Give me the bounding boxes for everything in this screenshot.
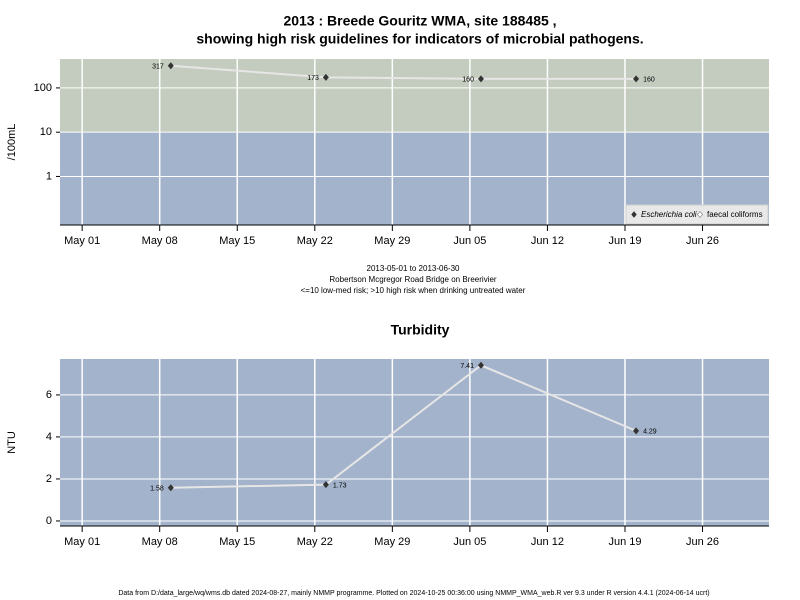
x-tick-label: Jun 05 xyxy=(453,536,486,548)
chart-title: showing high risk guidelines for indicat… xyxy=(196,31,643,47)
footer: Data from D:/data_large/wq/wms.db dated … xyxy=(118,590,709,597)
caption: Robertson Mcgregor Road Bridge on Breeri… xyxy=(329,275,497,284)
x-tick-label: May 29 xyxy=(374,235,410,247)
x-tick-label: May 01 xyxy=(64,235,100,247)
y-tick-label: 6 xyxy=(46,389,52,401)
data-label: 7.41 xyxy=(460,363,474,370)
x-tick-label: May 08 xyxy=(142,235,178,247)
x-tick-label: Jun 12 xyxy=(531,536,564,548)
data-label: 317 xyxy=(152,64,164,71)
data-label: 173 xyxy=(307,75,319,82)
x-tick-label: May 15 xyxy=(219,235,255,247)
data-label: 160 xyxy=(643,77,655,84)
data-label: 1.73 xyxy=(333,482,347,489)
x-tick-label: Jun 26 xyxy=(686,235,719,247)
caption: <=10 low-med risk; >10 high risk when dr… xyxy=(301,286,526,295)
high-risk-band xyxy=(60,59,769,133)
x-tick-label: Jun 19 xyxy=(608,235,641,247)
x-tick-label: May 22 xyxy=(297,235,333,247)
data-point xyxy=(322,73,329,81)
data-point xyxy=(167,62,174,70)
x-tick-label: May 01 xyxy=(64,536,100,548)
data-point xyxy=(477,361,484,369)
data-point xyxy=(477,75,484,83)
y-axis-label: /100mL xyxy=(6,124,18,161)
x-tick-label: May 22 xyxy=(297,536,333,548)
y-tick-label: 100 xyxy=(34,82,52,94)
y-tick-label: 2 xyxy=(46,473,52,485)
y-axis-label: NTU xyxy=(6,431,18,454)
x-tick-label: Jun 05 xyxy=(453,235,486,247)
x-tick-label: May 08 xyxy=(142,536,178,548)
chart-title: 2013 : Breede Gouritz WMA, site 188485 , xyxy=(283,13,556,29)
chart-title: Turbidity xyxy=(391,322,450,338)
x-tick-label: Jun 12 xyxy=(531,235,564,247)
data-point xyxy=(633,75,640,83)
data-label: 160 xyxy=(462,77,474,84)
data-point xyxy=(167,484,174,492)
data-point xyxy=(322,481,329,489)
series-line xyxy=(170,364,637,489)
y-tick-label: 4 xyxy=(46,431,52,443)
legend-box xyxy=(625,204,769,225)
caption: 2013-05-01 to 2013-06-30 xyxy=(367,264,461,273)
x-tick-label: Jun 19 xyxy=(608,536,641,548)
x-tick-label: May 15 xyxy=(219,536,255,548)
legend-label: Escherichia coli xyxy=(641,210,697,219)
data-point xyxy=(633,427,640,435)
y-tick-label: 10 xyxy=(40,126,52,138)
x-tick-label: May 29 xyxy=(374,536,410,548)
legend-marker xyxy=(631,211,637,218)
legend-marker xyxy=(697,211,703,218)
y-tick-label: 0 xyxy=(46,515,52,527)
legend-label: faecal coliforms xyxy=(707,210,763,219)
series-line xyxy=(170,64,637,80)
plot-background xyxy=(60,359,769,526)
legend: Escherichia coli faecal coliforms xyxy=(625,204,769,225)
data-label: 1.58 xyxy=(150,486,164,493)
data-label: 4.29 xyxy=(643,429,657,436)
x-tick-label: Jun 26 xyxy=(686,536,719,548)
y-tick-label: 1 xyxy=(46,170,52,182)
